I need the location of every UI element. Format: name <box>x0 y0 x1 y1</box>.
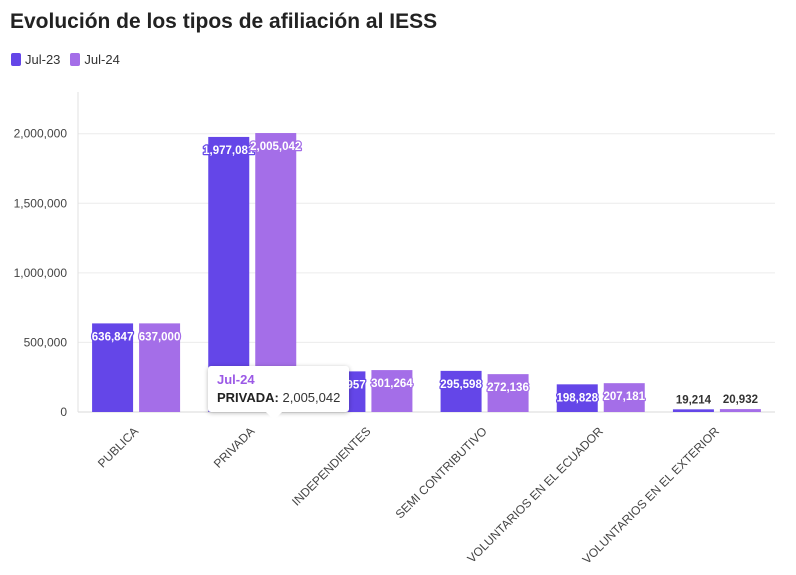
tooltip: Jul-24 PRIVADA: 2,005,042 <box>208 366 350 420</box>
legend-swatch-jul-23 <box>11 53 21 66</box>
bar <box>440 370 482 412</box>
x-tick-label: SEMI CONTRIBUTIVO <box>393 424 490 521</box>
x-tick-label: PRIVADA <box>211 424 258 471</box>
bar <box>603 383 645 412</box>
data-label: 1,977,081 <box>203 145 255 157</box>
x-tick-label: VOLUNTARIOS EN EL ECUADOR <box>464 424 606 566</box>
x-tick-label: VOLUNTARIOS EN EL EXTERIOR <box>580 424 723 567</box>
y-tick-label: 500,000 <box>24 335 68 349</box>
tooltip-arrow <box>266 412 282 420</box>
bar <box>556 384 598 412</box>
data-label: 637,000 <box>139 331 181 343</box>
data-label: 636,847 <box>92 331 134 343</box>
y-tick-label: 1,500,000 <box>14 196 68 210</box>
legend-label-jul-23: Jul-23 <box>25 52 61 67</box>
bar <box>92 323 134 412</box>
x-tick-label: PUBLICA <box>95 424 141 470</box>
data-label: 207,181 <box>603 391 645 403</box>
bar <box>719 409 761 412</box>
legend-item-jul-24[interactable]: Jul-24 <box>70 52 120 67</box>
x-tick-label: INDEPENDIENTES <box>289 424 373 508</box>
data-label: 198,828 <box>556 392 598 404</box>
data-label: 2,005,042 <box>250 141 301 153</box>
legend-label-jul-24: Jul-24 <box>84 52 120 67</box>
data-label: 272,136 <box>487 382 529 394</box>
bar <box>139 323 181 412</box>
data-label: 20,932 <box>723 394 758 406</box>
tooltip-category: PRIVADA: <box>217 390 279 405</box>
data-label: 19,214 <box>676 394 712 406</box>
legend-item-jul-23[interactable]: Jul-23 <box>11 52 60 67</box>
tooltip-series: Jul-24 <box>217 372 255 387</box>
data-label: 301,264 <box>371 378 413 390</box>
y-tick-label: 1,000,000 <box>14 266 68 280</box>
tooltip-value: 2,005,042 <box>282 390 341 405</box>
chart-title: Evolución de los tipos de afiliación al … <box>10 10 438 33</box>
data-label: 295,598 <box>440 379 482 391</box>
legend: Jul-23 Jul-24 <box>11 52 130 67</box>
bar <box>672 409 714 412</box>
legend-swatch-jul-24 <box>70 53 81 66</box>
bar <box>371 370 413 412</box>
y-tick-label: 0 <box>60 405 67 419</box>
bar <box>255 133 297 412</box>
bar <box>487 374 529 412</box>
y-tick-label: 2,000,000 <box>14 127 68 141</box>
